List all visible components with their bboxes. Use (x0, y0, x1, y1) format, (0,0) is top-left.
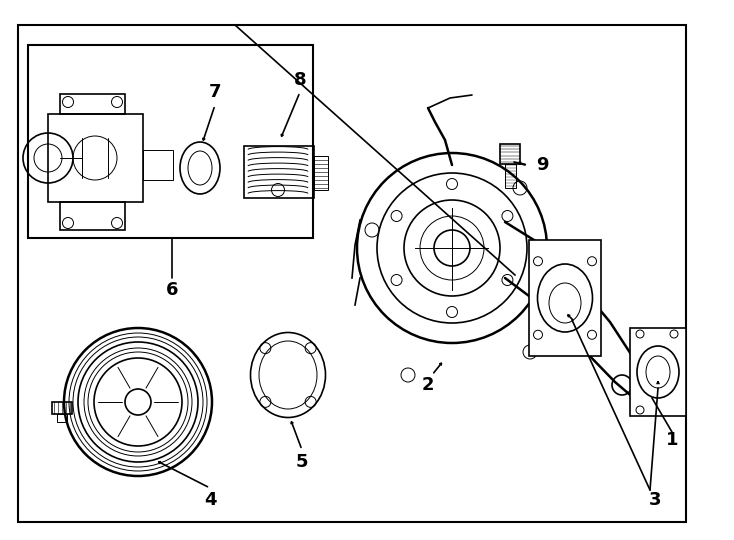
Bar (28, 45, 313, 238)
Ellipse shape (537, 264, 592, 332)
Bar (143, 150, 173, 180)
Bar (630, 328, 686, 416)
Text: 2: 2 (422, 376, 435, 394)
Bar (60, 94, 125, 114)
Text: 5: 5 (296, 453, 308, 471)
Bar (529, 240, 601, 356)
Bar (57, 414, 67, 422)
Text: 7: 7 (208, 83, 221, 101)
Bar (48, 114, 143, 202)
Ellipse shape (250, 333, 325, 417)
Ellipse shape (188, 151, 212, 185)
Bar (244, 146, 314, 198)
Text: 9: 9 (536, 156, 548, 174)
Text: 4: 4 (204, 491, 217, 509)
Bar (500, 144, 520, 164)
Text: 8: 8 (294, 71, 306, 89)
Ellipse shape (637, 346, 679, 398)
Bar (314, 156, 328, 190)
Text: 3: 3 (649, 491, 661, 509)
Bar (52, 402, 72, 414)
Text: 1: 1 (666, 431, 678, 449)
Text: 6: 6 (166, 281, 178, 299)
Bar (504, 164, 515, 188)
Bar (60, 202, 125, 230)
